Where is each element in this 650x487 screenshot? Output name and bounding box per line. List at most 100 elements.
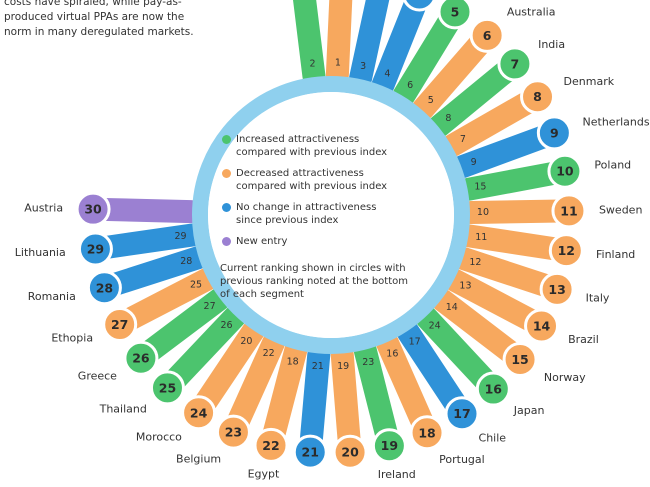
previous-rank: 26	[221, 320, 233, 331]
country-label: Egypt	[248, 467, 280, 480]
previous-rank: 3	[360, 61, 366, 72]
previous-rank: 17	[409, 336, 421, 347]
previous-rank: 7	[460, 134, 466, 145]
rank-badge	[551, 193, 587, 229]
legend-swatch	[222, 203, 231, 212]
current-rank: 5	[451, 4, 460, 19]
current-rank: 15	[511, 352, 528, 367]
country-label: Austria	[24, 201, 63, 214]
country-label: Thailand	[99, 403, 147, 416]
rank-badge	[548, 233, 584, 269]
current-rank: 26	[132, 351, 150, 366]
rank-badge	[149, 370, 185, 406]
rank-badge	[536, 115, 572, 151]
legend-swatch	[222, 237, 231, 246]
previous-rank: 13	[459, 280, 471, 291]
inner-ring	[192, 76, 470, 354]
legend-swatch	[222, 135, 231, 144]
previous-rank: 27	[204, 301, 216, 312]
previous-rank: 5	[428, 95, 434, 106]
previous-rank: 21	[312, 361, 324, 372]
previous-rank: 24	[429, 321, 441, 332]
current-rank: 21	[302, 445, 319, 460]
rank-badge	[539, 271, 575, 307]
rank-badge	[75, 191, 111, 227]
previous-rank: 29	[175, 231, 187, 242]
legend-label: No change in attractiveness since previo…	[236, 202, 377, 226]
previous-rank: 20	[240, 336, 252, 347]
country-label: Lithuania	[15, 246, 66, 259]
current-rank: 17	[453, 406, 470, 421]
segment	[349, 0, 390, 90]
previous-rank: 23	[362, 357, 374, 368]
country-label: Romania	[28, 290, 76, 303]
rank-badge	[524, 308, 560, 344]
legend-item: New entry	[222, 235, 402, 248]
country-label: Belgium	[176, 452, 221, 465]
rank-badge	[520, 79, 556, 115]
current-rank: 13	[548, 282, 565, 297]
previous-rank: 14	[446, 302, 458, 313]
current-rank: 24	[190, 405, 208, 420]
note: Current ranking shown in circles with pr…	[220, 263, 408, 300]
previous-rank: 16	[386, 349, 398, 360]
segment	[293, 0, 326, 88]
current-rank: 8	[533, 89, 542, 104]
country-label: Poland	[594, 159, 631, 172]
country-label: India	[538, 38, 565, 51]
legend-item: Decreased attractiveness compared with p…	[222, 167, 402, 193]
current-rank: 27	[111, 317, 128, 332]
segment	[325, 0, 353, 87]
rank-badge	[181, 395, 217, 431]
rank-badge	[469, 17, 505, 53]
previous-rank: 1	[335, 58, 341, 69]
rank-badge	[437, 0, 473, 30]
current-rank: 6	[483, 28, 492, 43]
country-label: Sweden	[599, 203, 642, 216]
previous-rank: 19	[337, 361, 349, 372]
rank-badge	[497, 46, 533, 82]
rank-badge	[102, 307, 138, 343]
current-rank: 12	[558, 243, 575, 258]
previous-rank: 25	[190, 279, 202, 290]
intro-text: costs have spiraled, while pay-as-produc…	[4, 0, 194, 38]
previous-rank: 22	[263, 348, 275, 359]
current-rank: 23	[225, 425, 242, 440]
country-label: Japan	[513, 404, 545, 417]
country-label: Denmark	[564, 75, 615, 88]
rank-badge	[86, 270, 122, 306]
legend-item: No change in attractiveness since previo…	[222, 201, 402, 227]
rank-badge	[77, 231, 113, 267]
previous-rank: 2	[309, 59, 315, 70]
previous-rank: 6	[407, 80, 413, 91]
rank-badge	[475, 371, 511, 407]
rank-badge	[444, 396, 480, 432]
legend-swatch	[222, 169, 231, 178]
rank-badge	[402, 0, 436, 12]
country-label: Norway	[544, 371, 586, 384]
country-label: Morocco	[136, 431, 182, 444]
previous-rank: 9	[471, 157, 477, 168]
country-label: Brazil	[568, 333, 599, 346]
current-rank: 25	[159, 380, 176, 395]
current-rank: 18	[418, 425, 435, 440]
rank-badge	[332, 434, 368, 470]
previous-rank: 12	[469, 257, 481, 268]
rank-badge	[123, 340, 159, 376]
current-rank: 19	[381, 438, 398, 453]
previous-rank: 18	[287, 357, 299, 368]
current-rank: 16	[485, 382, 503, 397]
legend-label: Decreased attractiveness compared with p…	[236, 168, 388, 192]
country-label: Ethopia	[51, 331, 93, 344]
current-rank: 10	[556, 164, 574, 179]
country-label: Chile	[479, 432, 507, 445]
legend-item: Increased attractiveness compared with p…	[222, 133, 402, 159]
country-label: Greece	[78, 369, 117, 382]
rank-badge	[371, 428, 407, 464]
rank-badge	[253, 427, 289, 463]
current-rank: 28	[96, 280, 113, 295]
country-label: Australia	[507, 6, 556, 19]
legend-label: Increased attractiveness compared with p…	[236, 134, 388, 158]
country-label: Italy	[586, 292, 610, 305]
country-label: Ireland	[378, 468, 416, 481]
